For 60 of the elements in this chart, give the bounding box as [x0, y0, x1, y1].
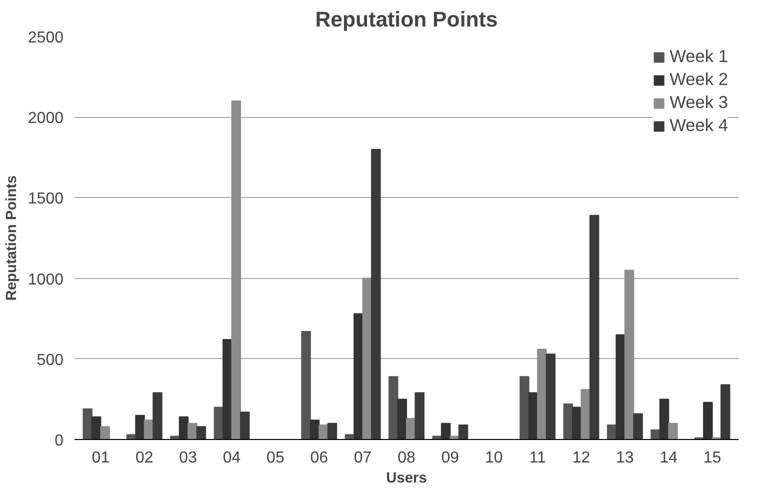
- bar: [196, 426, 206, 440]
- y-tick-label: 2000: [28, 110, 64, 128]
- x-tick-label: 09: [441, 450, 460, 466]
- x-tick-label: 02: [135, 450, 154, 466]
- bar: [371, 148, 381, 440]
- bar: [633, 413, 643, 440]
- x-tick-label: 01: [92, 450, 110, 466]
- bar: [520, 376, 530, 440]
- x-tick-label: 03: [179, 450, 198, 466]
- chart-title: Reputation Points: [315, 8, 498, 32]
- x-tick-label: 11: [529, 450, 546, 466]
- bar: [91, 416, 102, 440]
- bar: [82, 408, 92, 440]
- bar: [388, 376, 398, 440]
- y-axis-title: Reputation Points: [4, 175, 20, 301]
- x-tick-label: 13: [616, 450, 634, 466]
- legend-label: Week 1: [670, 46, 728, 67]
- x-tick-label: 08: [398, 450, 416, 466]
- x-tick-label: 06: [310, 450, 328, 466]
- y-tick-label: 2500: [28, 30, 64, 46]
- x-tick-label: 14: [660, 450, 678, 466]
- bar: [222, 339, 232, 440]
- x-tick-label: 04: [222, 450, 241, 466]
- bar: [318, 424, 328, 440]
- bar: [703, 402, 713, 440]
- bar: [440, 422, 451, 440]
- bar: [231, 100, 241, 440]
- y-tick-label: 1000: [28, 271, 64, 288]
- legend-label: Week 4: [670, 115, 728, 136]
- bar: [580, 389, 590, 440]
- bar: [152, 392, 162, 440]
- legend-label: Week 3: [670, 92, 728, 113]
- bar: [188, 422, 198, 440]
- bar: [659, 398, 670, 440]
- y-tick-label: 1500: [28, 190, 64, 208]
- y-tick-label: 500: [36, 352, 64, 369]
- bar: [537, 348, 547, 440]
- bar: [135, 414, 145, 440]
- bar: [668, 422, 678, 440]
- bar: [354, 313, 364, 440]
- x-tick-label: 12: [572, 450, 590, 466]
- bar: [240, 412, 250, 440]
- x-tick-label: 05: [266, 450, 284, 466]
- y-tick-label: 0: [54, 432, 64, 450]
- x-tick-label: 15: [703, 450, 722, 466]
- x-tick-label: 07: [354, 450, 372, 466]
- bar: [397, 398, 407, 440]
- bar: [414, 392, 424, 440]
- bar: [301, 330, 311, 440]
- bar: [327, 422, 338, 440]
- x-tick-label: 10: [484, 450, 503, 466]
- x-axis-title: Users: [386, 470, 427, 486]
- legend-label: Week 2: [670, 69, 728, 90]
- bar: [100, 426, 110, 440]
- bar: [458, 424, 468, 440]
- bar: [589, 214, 600, 440]
- bar: [546, 354, 556, 440]
- bar: [624, 270, 634, 440]
- bar: [720, 384, 730, 440]
- bar: [616, 334, 626, 440]
